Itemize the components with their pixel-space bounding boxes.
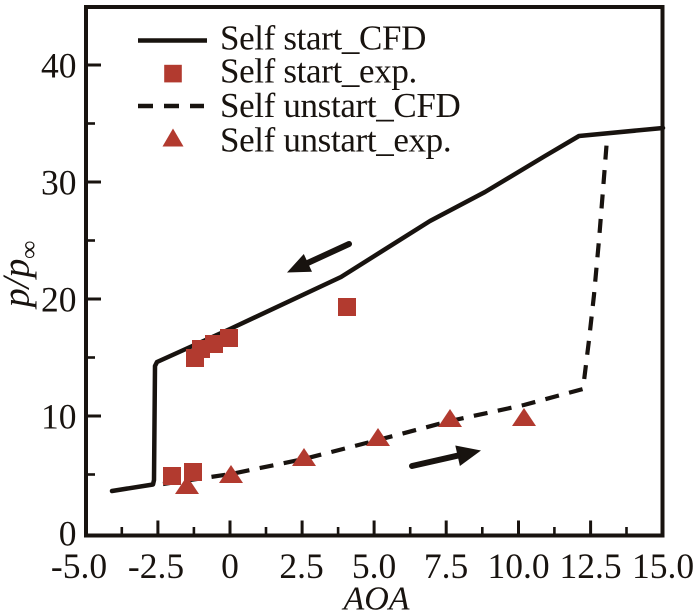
svg-text:AOA: AOA — [341, 581, 409, 612]
svg-text:Self unstart_exp.: Self unstart_exp. — [220, 121, 451, 160]
svg-text:p/p∞: p/p∞ — [0, 241, 43, 311]
svg-text:0: 0 — [221, 546, 239, 586]
svg-text:-2.5: -2.5 — [128, 546, 184, 586]
svg-text:Self unstart_CFD: Self unstart_CFD — [220, 86, 460, 125]
svg-text:30: 30 — [41, 163, 77, 203]
svg-text:40: 40 — [41, 46, 77, 86]
svg-text:Self start_exp.: Self start_exp. — [220, 52, 417, 91]
svg-text:10: 10 — [41, 397, 77, 437]
svg-text:12.5: 12.5 — [559, 546, 621, 586]
svg-text:-5.0: -5.0 — [51, 546, 107, 586]
svg-text:5.0: 5.0 — [352, 546, 396, 586]
svg-text:7.5: 7.5 — [424, 546, 468, 586]
svg-text:20: 20 — [41, 280, 77, 320]
svg-text:Self start_CFD: Self start_CFD — [220, 19, 426, 58]
svg-text:10.0: 10.0 — [487, 546, 549, 586]
svg-text:2.5: 2.5 — [279, 546, 323, 586]
svg-text:15.0: 15.0 — [632, 546, 694, 586]
svg-text:0: 0 — [59, 514, 77, 554]
